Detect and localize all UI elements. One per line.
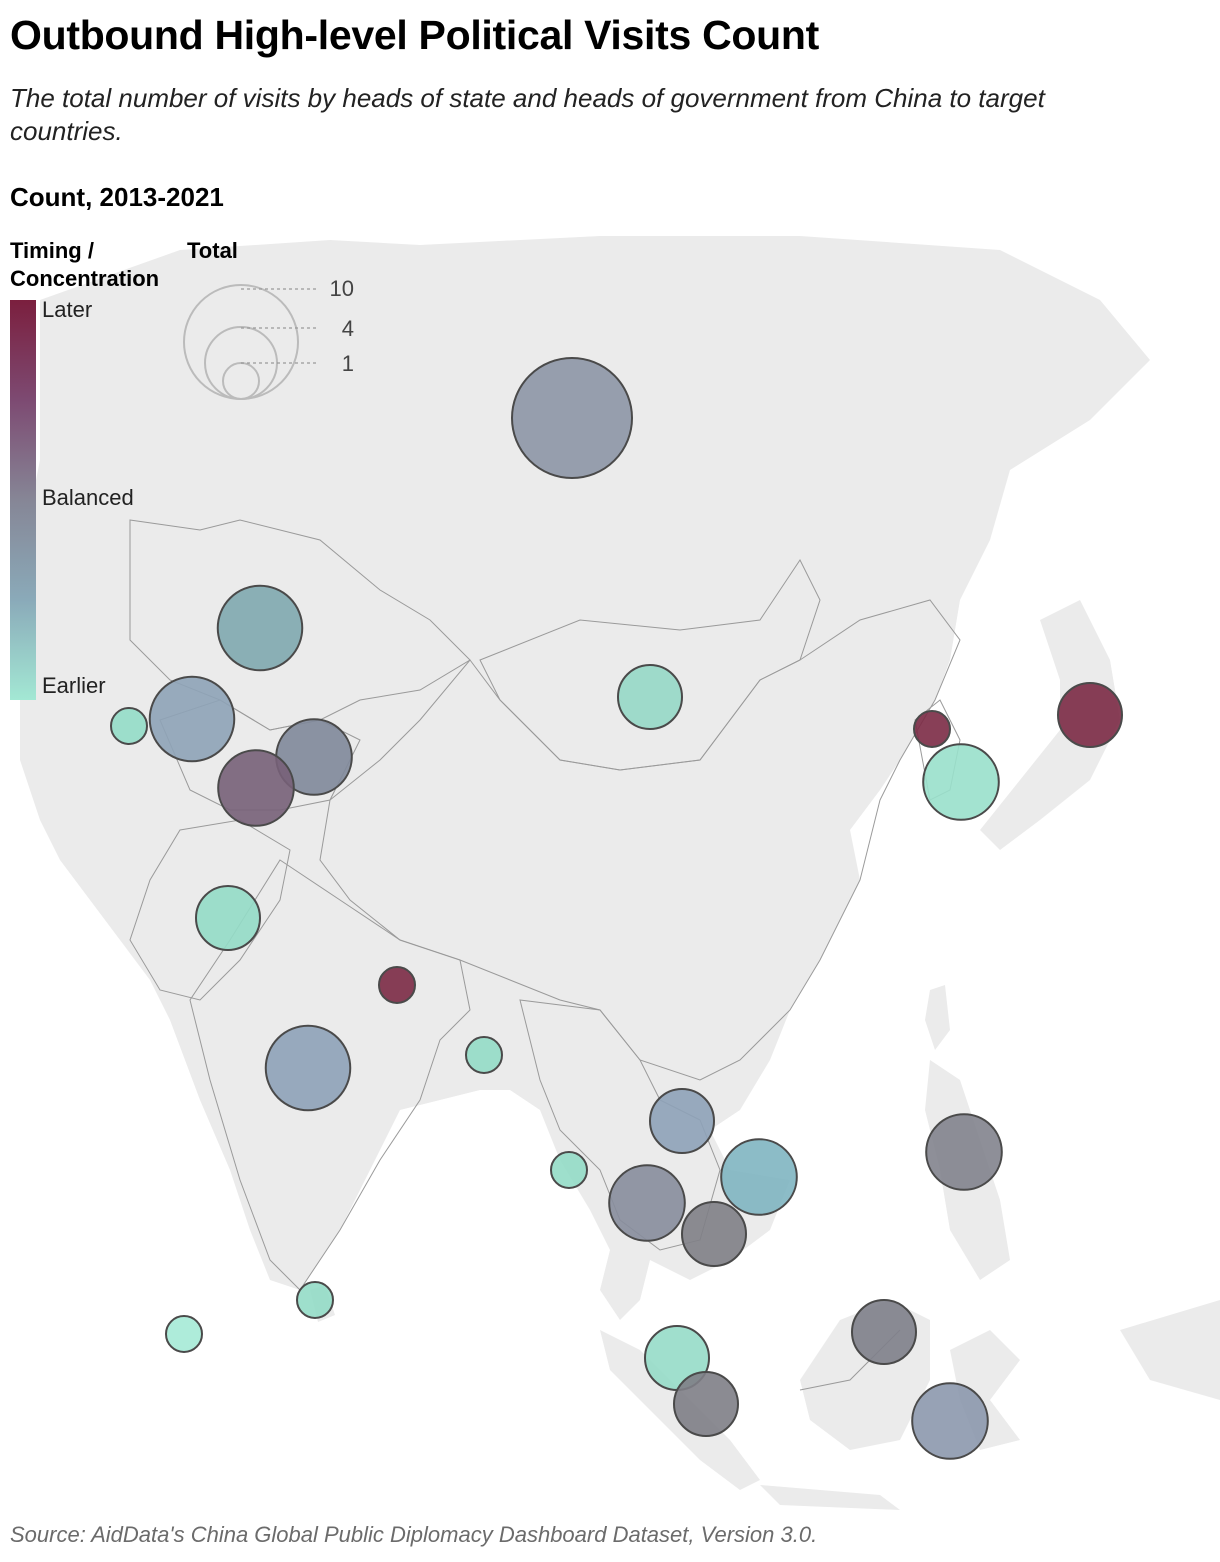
country-bubble[interactable] (681, 1201, 747, 1267)
country-bubble[interactable] (296, 1281, 334, 1319)
taiwan-island (925, 985, 950, 1050)
size-legend-value-4: 4 (341, 316, 354, 341)
japan-islands (980, 600, 1120, 850)
country-bubble[interactable] (195, 885, 261, 951)
chart-subtitle: The total number of visits by heads of s… (10, 83, 1045, 146)
size-legend-value-1: 1 (341, 351, 354, 376)
sulawesi-island (950, 1330, 1020, 1450)
india-border (189, 859, 471, 1291)
country-bubble[interactable] (649, 1088, 715, 1154)
country-bubble[interactable] (165, 1315, 203, 1353)
java-island (760, 1485, 900, 1510)
china-border (319, 599, 961, 1081)
country-bubble[interactable] (1057, 682, 1123, 748)
later-label: Later (42, 297, 93, 322)
color-legend-title-line2: Concentration (10, 266, 160, 291)
new-guinea-fragment (1120, 1300, 1220, 1400)
size-legend-title: Total (187, 238, 238, 263)
country-bubble[interactable] (148, 675, 236, 763)
country-bubble[interactable] (925, 1113, 1003, 1191)
country-bubble[interactable] (673, 1371, 739, 1437)
country-bubble[interactable] (465, 1036, 503, 1074)
country-bubble[interactable] (851, 1299, 917, 1365)
country-bubble[interactable] (511, 357, 633, 479)
country-bubble[interactable] (217, 749, 295, 827)
country-bubble[interactable] (264, 1024, 352, 1112)
country-bubble[interactable] (720, 1138, 798, 1216)
country-bubble[interactable] (911, 1382, 989, 1460)
country-bubble[interactable] (378, 966, 416, 1004)
count-label: Count, 2013-2021 (10, 182, 224, 212)
earlier-label: Earlier (42, 673, 106, 698)
color-gradient-bar (10, 300, 36, 700)
color-legend-title-line1: Timing / (10, 238, 94, 263)
size-legend-value-10: 10 (329, 276, 354, 301)
country-bubble[interactable] (110, 707, 148, 745)
size-legend-circle-10 (183, 284, 299, 400)
balanced-label: Balanced (42, 485, 134, 510)
country-bubble[interactable] (550, 1151, 588, 1189)
size-legend-circle-1 (222, 362, 260, 400)
country-bubble[interactable] (216, 584, 304, 672)
country-bubble[interactable] (617, 664, 683, 730)
country-bubble[interactable] (922, 743, 1000, 821)
pakistan-border (129, 819, 291, 1001)
country-bubble[interactable] (913, 710, 951, 748)
country-bubble[interactable] (608, 1164, 686, 1242)
source-note: Source: AidData's China Global Public Di… (10, 1522, 818, 1547)
chart-title: Outbound High-level Political Visits Cou… (10, 12, 819, 58)
size-legend-circles (183, 284, 318, 400)
bubble-layer (110, 357, 1123, 1460)
